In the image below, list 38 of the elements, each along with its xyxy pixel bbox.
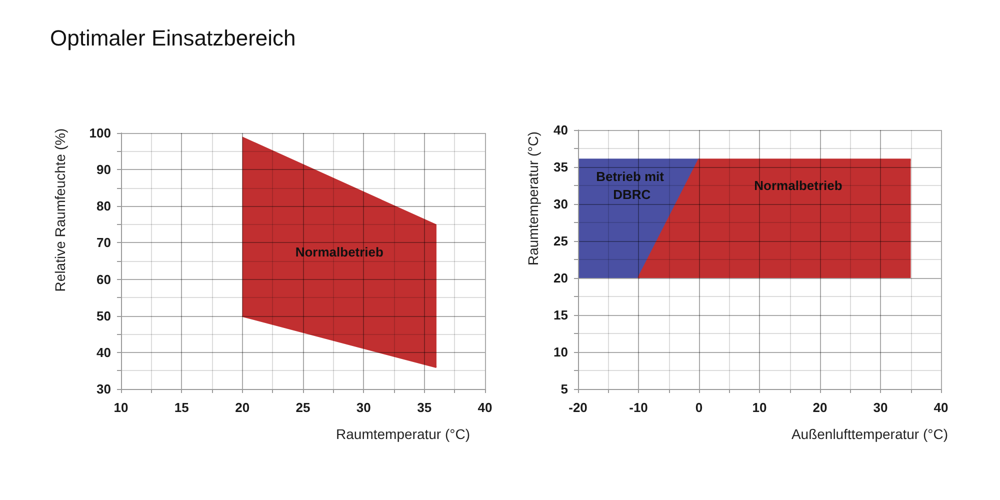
x-tick-label: -20 (568, 400, 588, 415)
x-tick-label: 30 (873, 400, 888, 415)
y-tick-label: 70 (96, 235, 111, 250)
y-tick-label: 60 (96, 272, 111, 287)
y-tick-label: 90 (96, 162, 111, 178)
x-tick-label: 15 (174, 400, 189, 415)
y-tick-label: 40 (96, 344, 111, 360)
x-tick-label: 0 (695, 400, 703, 415)
x-tick-label: 30 (356, 400, 371, 415)
y-tick-label: 35 (554, 160, 568, 174)
x-axis-title: Außenlufttemperatur (°C) (791, 426, 948, 442)
y-axis-title: Raumtemperatur (°C) (525, 132, 541, 266)
chart-title: Optimaler Einsatzbereich (50, 26, 296, 50)
y-axis-title: Relative Raumfeuchte (%) (52, 128, 68, 292)
y-tick-label: 15 (554, 308, 568, 322)
series-label: Betrieb mit DBRC (596, 169, 668, 202)
series-label: Normalbetrieb (754, 178, 842, 194)
text: Normalbetrieb (295, 244, 384, 260)
y-tick-label: 50 (96, 308, 111, 324)
y-tick-label: 20 (554, 270, 568, 286)
y-tick-label: 100 (89, 126, 111, 140)
x-tick-label: 35 (417, 400, 432, 415)
y-tick-label: 25 (554, 234, 568, 248)
y-tick-label: 40 (554, 122, 568, 138)
x-axis-title: Raumtemperatur (°C) (336, 426, 470, 442)
x-tick-label: 10 (752, 400, 767, 415)
y-tick-label: 10 (554, 344, 568, 360)
y-tick-label: 30 (96, 382, 111, 396)
y-tick-label: 5 (560, 382, 568, 396)
x-tick-label: 40 (934, 400, 948, 415)
x-tick-label: 20 (812, 400, 828, 415)
y-tick-label: 80 (96, 198, 111, 214)
y-tick-label: 30 (554, 196, 568, 212)
x-tick-label: 20 (235, 400, 250, 415)
x-tick-label: 10 (114, 400, 128, 415)
x-tick-label: 40 (478, 400, 492, 415)
x-tick-label: -10 (629, 400, 648, 415)
x-tick-label: 25 (296, 400, 310, 415)
